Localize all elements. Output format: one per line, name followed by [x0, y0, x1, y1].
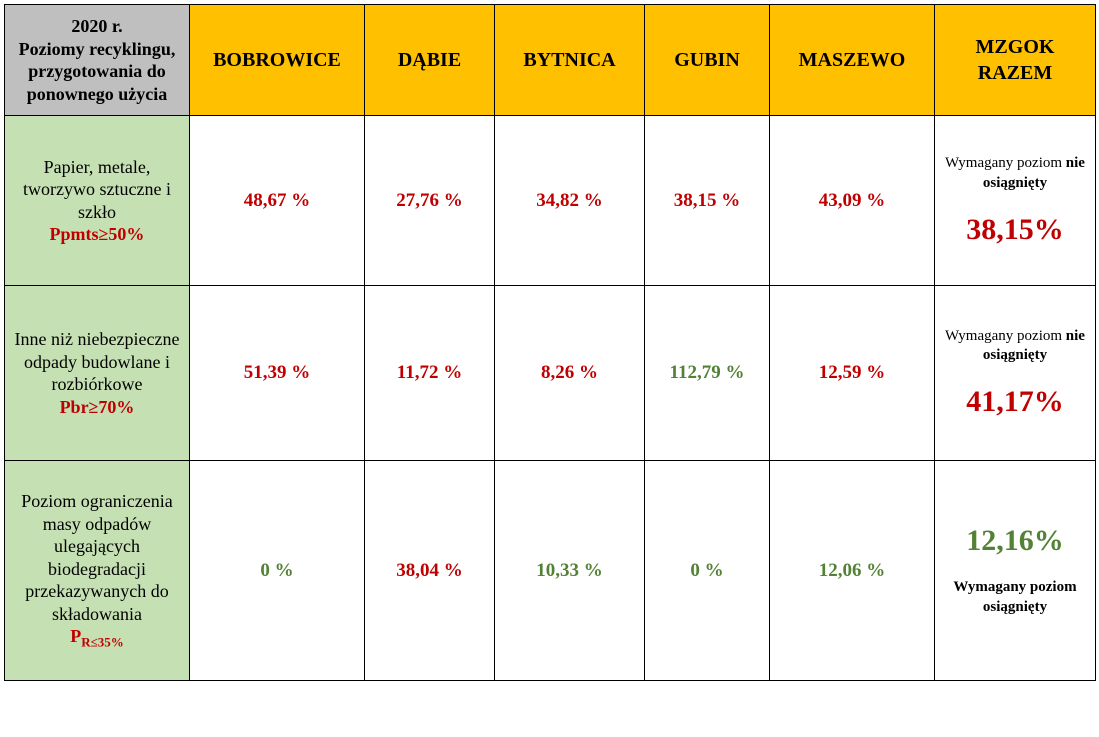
table-row: Papier, metale, tworzywo sztuczne i szkł…	[5, 116, 1096, 286]
cell-value: 8,26 %	[495, 286, 645, 461]
summary-cell-ppmts: Wymagany poziom nie osiągnięty 38,15%	[935, 116, 1096, 286]
summary-cell-pr: 12,16% Wymagany poziom osiągnięty	[935, 461, 1096, 681]
table-row: Inne niż niebezpieczne odpady budowlane …	[5, 286, 1096, 461]
header-corner: 2020 r. Poziomy recyklingu, przygotowani…	[5, 5, 190, 116]
threshold-pr: PR≤35%	[70, 626, 124, 646]
header-corner-desc: Poziomy recyklingu, przygotowania do pon…	[19, 39, 176, 104]
cell-value: 10,33 %	[495, 461, 645, 681]
table-row: Poziom ograniczenia masy odpadów ulegają…	[5, 461, 1096, 681]
summary-value-pr: 12,16%	[941, 524, 1089, 559]
col-header-maszewo: MASZEWO	[770, 5, 935, 116]
col-header-dabie: DĄBIE	[365, 5, 495, 116]
header-corner-year: 2020 r	[71, 16, 118, 36]
cell-value: 43,09 %	[770, 116, 935, 286]
threshold-ppmts: Ppmts≥50%	[50, 224, 145, 244]
col-header-gubin: GUBIN	[645, 5, 770, 116]
col-header-bytnica: BYTNICA	[495, 5, 645, 116]
threshold-pbr: Pbr≥70%	[60, 397, 135, 417]
row-label-pbr: Inne niż niebezpieczne odpady budowlane …	[5, 286, 190, 461]
cell-value: 27,76 %	[365, 116, 495, 286]
cell-value: 38,15 %	[645, 116, 770, 286]
cell-value: 34,82 %	[495, 116, 645, 286]
row-label-pr: Poziom ograniczenia masy odpadów ulegają…	[5, 461, 190, 681]
recycling-levels-table: 2020 r. Poziomy recyklingu, przygotowani…	[4, 4, 1096, 681]
row-label-ppmts: Papier, metale, tworzywo sztuczne i szkł…	[5, 116, 190, 286]
cell-value: 12,59 %	[770, 286, 935, 461]
summary-cell-pbr: Wymagany poziom nie osiągnięty 41,17%	[935, 286, 1096, 461]
cell-value: 38,04 %	[365, 461, 495, 681]
summary-value-ppmts: 38,15%	[941, 213, 1089, 248]
summary-value-pbr: 41,17%	[941, 385, 1089, 420]
col-header-bobrowice: BOBROWICE	[190, 5, 365, 116]
cell-value: 112,79 %	[645, 286, 770, 461]
cell-value: 48,67 %	[190, 116, 365, 286]
cell-value: 51,39 %	[190, 286, 365, 461]
cell-value: 12,06 %	[770, 461, 935, 681]
cell-value: 11,72 %	[365, 286, 495, 461]
cell-value: 0 %	[645, 461, 770, 681]
cell-value: 0 %	[190, 461, 365, 681]
table-header-row: 2020 r. Poziomy recyklingu, przygotowani…	[5, 5, 1096, 116]
col-header-mzgok: MZGOK RAZEM	[935, 5, 1096, 116]
